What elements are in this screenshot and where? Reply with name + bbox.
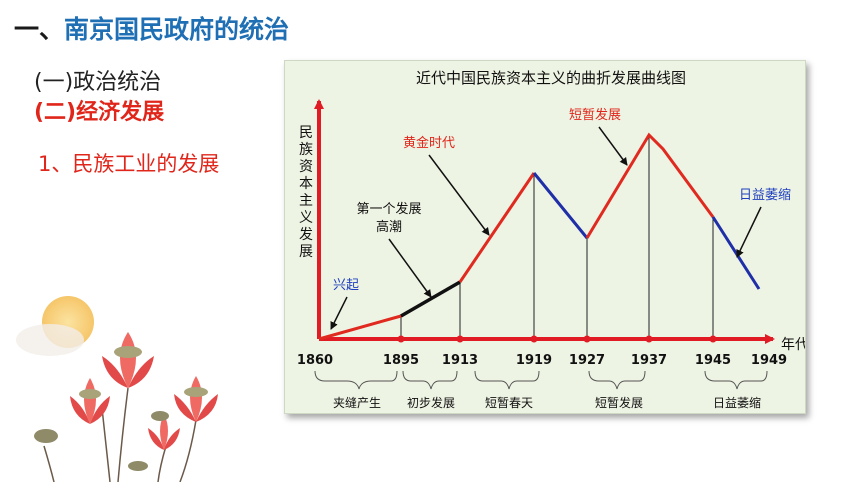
tick-1913: 1913	[442, 353, 478, 368]
period-3: 短暂春天	[485, 396, 533, 410]
point-politics: (一)政治统治	[34, 70, 162, 95]
chart-svg: 近代中国民族资本主义的曲折发展曲线图 年代 民族资本主义发展	[297, 69, 809, 410]
tick-1860: 1860	[297, 353, 333, 368]
arrow-golden-age	[428, 154, 490, 236]
lotus-pods	[34, 411, 169, 471]
y-axis-label: 民族资本主义发展	[299, 125, 313, 260]
title-main: 南京国民政府的统治	[64, 15, 290, 44]
segment-1927-1945	[585, 132, 715, 239]
period-4: 短暂发展	[595, 395, 643, 410]
lotus-flower-3	[174, 376, 218, 422]
segment-1895-1913	[400, 280, 461, 318]
period-2: 初步发展	[407, 395, 455, 410]
annotation-decline: 日益萎缩	[739, 187, 791, 203]
chart-panel: 近代中国民族资本主义的曲折发展曲线图 年代 民族资本主义发展	[284, 60, 809, 414]
arrow-rise	[330, 296, 348, 330]
segment-1860-1895	[318, 314, 402, 341]
tick-1937: 1937	[631, 353, 667, 368]
point-economy: (二)经济发展	[34, 100, 165, 125]
point-national-industry: 1、民族工业的发展	[38, 152, 220, 176]
drop-lines	[400, 135, 714, 339]
arrow-brief-growth	[598, 126, 628, 166]
tick-1895: 1895	[383, 353, 419, 368]
lotus-flower-2	[70, 378, 110, 424]
lotus-flower-4	[148, 414, 180, 450]
slide-title: 一、南京国民政府的统治	[14, 10, 289, 46]
annotation-first-boom: 第一个发展高潮	[356, 201, 421, 235]
segment-1919-1927	[532, 172, 589, 239]
tick-1945: 1945	[695, 353, 731, 368]
tick-1949: 1949	[751, 353, 787, 368]
period-5: 日益萎缩	[713, 395, 761, 410]
arrow-first-boom	[388, 238, 432, 298]
tick-dots	[397, 335, 717, 343]
lotus-flower-1	[102, 332, 154, 388]
segment-1945-1949	[711, 216, 761, 290]
chart-title: 近代中国民族资本主义的曲折发展曲线图	[416, 69, 686, 87]
tick-1919: 1919	[516, 353, 552, 368]
title-prefix: 一、	[14, 15, 65, 44]
period-labels: 夹缝产生 初步发展 短暂春天 短暂发展 日益萎缩	[333, 395, 761, 410]
x-axis-label: 年代	[781, 337, 805, 353]
year-ticks: 1860 1895 1913 1919 1927 1937 1945 1949	[297, 353, 787, 368]
segment-1913-1919	[458, 172, 536, 283]
arrow-decline	[736, 206, 762, 258]
annotation-golden-age: 黄金时代	[403, 135, 455, 151]
period-braces	[314, 370, 768, 390]
lotus-decoration	[16, 296, 218, 482]
period-1: 夹缝产生	[333, 395, 381, 410]
annotation-brief-growth: 短暂发展	[569, 107, 621, 123]
annotation-rise: 兴起	[333, 278, 359, 293]
tick-1927: 1927	[569, 353, 605, 368]
